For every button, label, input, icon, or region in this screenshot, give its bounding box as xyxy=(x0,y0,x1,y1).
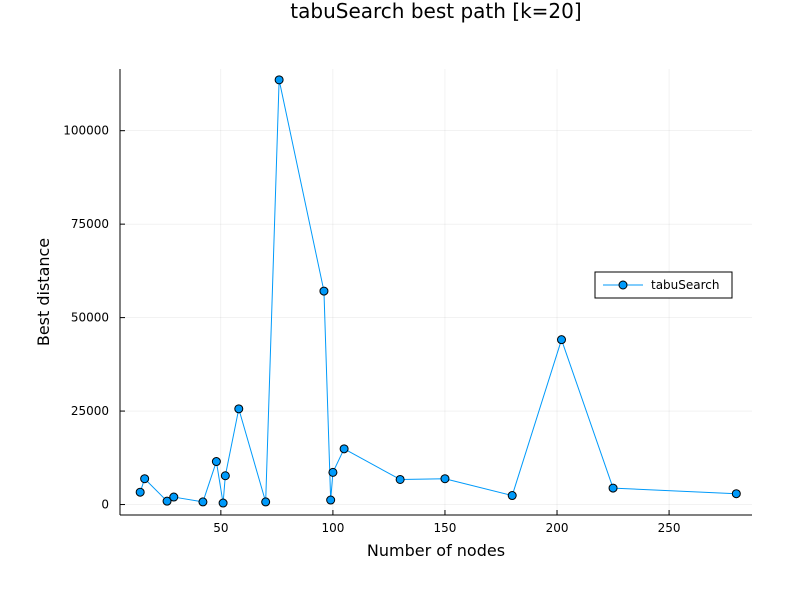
plot-frame xyxy=(119,69,752,516)
x-tick-label: 100 xyxy=(321,521,344,535)
data-point xyxy=(608,483,618,493)
data-point xyxy=(169,492,179,502)
chart-title: tabuSearch best path [k=20] xyxy=(290,0,581,23)
data-point xyxy=(211,457,221,467)
data-point xyxy=(218,498,228,508)
y-tick-label: 75000 xyxy=(71,217,109,231)
y-tick-label: 0 xyxy=(101,498,109,512)
y-tick-label: 100000 xyxy=(63,124,109,138)
x-tick-label: 50 xyxy=(213,521,228,535)
y-tick-label: 50000 xyxy=(71,311,109,325)
legend: tabuSearch xyxy=(594,271,733,299)
data-point xyxy=(557,335,566,345)
data-point xyxy=(507,491,517,501)
x-tick-label: 250 xyxy=(658,521,681,535)
legend-series-marker xyxy=(618,280,628,290)
x-tick-label: 200 xyxy=(546,521,569,535)
data-point xyxy=(198,497,208,507)
legend-series-label: tabuSearch xyxy=(651,278,720,292)
data-point xyxy=(274,75,284,85)
data-point xyxy=(135,487,145,497)
x-axis-label: Number of nodes xyxy=(367,541,505,560)
data-point xyxy=(220,471,230,481)
x-tick-label: 150 xyxy=(434,521,457,535)
grid-lines xyxy=(120,69,752,515)
y-tick-label: 25000 xyxy=(71,404,109,418)
data-point xyxy=(261,497,271,507)
data-point xyxy=(395,474,405,484)
data-point xyxy=(162,496,172,506)
data-point xyxy=(339,444,349,454)
data-point xyxy=(731,489,741,499)
data-point xyxy=(234,404,244,414)
y-axis-label: Best distance xyxy=(34,238,53,346)
series-layer xyxy=(135,75,741,508)
tick-labels: 50 100 150 200 250 0 25000 50000 75000 100000 xyxy=(63,124,680,535)
data-point xyxy=(326,495,336,505)
data-point xyxy=(440,474,450,484)
data-point xyxy=(328,467,338,477)
data-point xyxy=(319,286,329,296)
data-point xyxy=(140,474,150,484)
